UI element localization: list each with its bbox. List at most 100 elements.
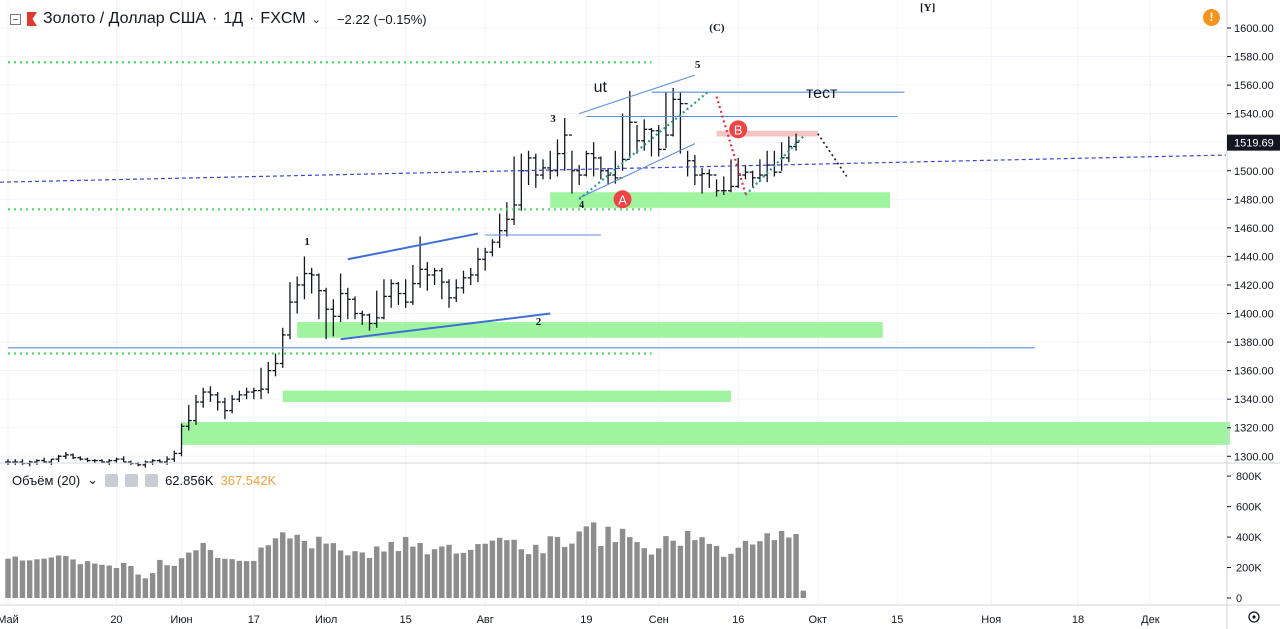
volume-bar [446, 544, 452, 598]
ohlc-bar [265, 362, 272, 394]
ohlc-bar [503, 202, 510, 237]
upper-channel-top [578, 74, 696, 115]
ohlc-bar [670, 87, 677, 137]
ohlc-bar [380, 279, 387, 320]
volume-bar [757, 541, 763, 598]
volume-bar [92, 563, 98, 598]
wave-c-label: (C) [709, 22, 725, 34]
volume-bar [178, 558, 185, 598]
price-badge-label: 1519.69 [1234, 138, 1274, 150]
volume-bar [576, 531, 582, 598]
volume-bar [735, 547, 741, 598]
ohlc-bar [229, 394, 236, 414]
gold-flag-icon [27, 12, 37, 26]
ohlc-bar [728, 159, 734, 193]
price-tick-label: 1480.00 [1234, 194, 1274, 206]
ohlc-bar [258, 367, 265, 400]
symbol-name[interactable]: Золото / Доллар США [43, 10, 207, 27]
volume-bar [157, 559, 163, 598]
ohlc-bar [511, 156, 518, 226]
point-b-label: B [734, 122, 743, 137]
ohlc-bar [590, 142, 597, 177]
volume-bar [684, 530, 691, 598]
chevron-down-icon[interactable]: ⌄ [311, 13, 321, 26]
ohlc-bar [634, 121, 641, 154]
ohlc-bar [352, 296, 359, 320]
volume-bar [533, 544, 539, 598]
volume-bar [84, 561, 91, 598]
price-tick-label: 1540.00 [1234, 109, 1274, 121]
volume-bar [26, 560, 33, 598]
ohlc-bar [185, 404, 192, 431]
ohlc-bar [315, 273, 322, 320]
ohlc-bar [626, 90, 633, 160]
ohlc-bar [597, 156, 604, 180]
volume-bar [648, 554, 655, 598]
volume-header[interactable]: Объём (20) ⌄ 62.856K 367.542K [12, 472, 276, 488]
volume-bar [48, 557, 55, 598]
warning-icon[interactable]: ! [1203, 9, 1220, 26]
volume-bar [164, 565, 170, 598]
volume-bar [99, 564, 105, 598]
price-tick-label: 1580.00 [1234, 52, 1274, 64]
volume-bar [511, 539, 517, 598]
volume-bar [142, 578, 149, 598]
volume-label[interactable]: Объём (20) [12, 472, 81, 488]
volume-bar [627, 537, 633, 598]
interval-label[interactable]: 1Д [223, 10, 244, 27]
volume-bar [193, 550, 199, 598]
time-tick-label: 19 [580, 614, 592, 626]
price-tick-label: 1400.00 [1234, 309, 1274, 321]
ohlc-bar [460, 270, 467, 294]
price-tick-label: 1460.00 [1234, 223, 1274, 235]
volume-bar [243, 561, 250, 598]
ohlc-bar [489, 239, 496, 257]
time-tick-label: 15 [891, 614, 903, 626]
ohlc-bar [221, 397, 228, 420]
time-tick-label: 18 [1072, 614, 1084, 626]
ohlc-bar [207, 386, 214, 403]
volume-bar [301, 541, 308, 598]
volume-bar [214, 557, 221, 598]
volume-bar [496, 537, 503, 598]
ohlc-bar [691, 155, 698, 186]
ohlc-bar [236, 390, 243, 403]
ohlc-bar [424, 262, 431, 291]
volume-bar [330, 543, 337, 598]
volume-bar [641, 548, 647, 598]
collapse-icon[interactable] [10, 13, 21, 25]
trend-lines [0, 61, 1227, 355]
ohlc-bar [337, 273, 344, 323]
support-zone [181, 422, 1230, 445]
volume-bar [583, 526, 590, 598]
chevron-down-icon[interactable]: ⌄ [87, 472, 99, 487]
symbol-header[interactable]: Золото / Доллар США · 1Д · FXCM ⌄ −2.22 … [10, 8, 427, 30]
wave-5-label: 5 [695, 59, 701, 71]
volume-bar [728, 553, 734, 598]
volume-bar [149, 573, 156, 598]
ohlc-bar [655, 125, 662, 157]
volume-bar [742, 540, 749, 598]
eye-icon[interactable] [105, 473, 119, 487]
ohlc-bar [77, 456, 84, 461]
time-tick-label: 17 [248, 614, 260, 626]
volume-bar [395, 551, 402, 598]
volume-bar [590, 522, 597, 598]
volume-bar [634, 542, 640, 598]
volume-bar [77, 564, 83, 598]
volume-bar [280, 532, 286, 598]
close-icon[interactable] [145, 473, 159, 487]
exchange-label[interactable]: FXCM [260, 10, 306, 27]
volume-bar [605, 526, 611, 598]
volume-bar [598, 546, 604, 598]
volume-bar [113, 567, 120, 598]
settings-icon[interactable] [125, 473, 139, 487]
volume-bar [135, 574, 141, 598]
volume-bar [171, 565, 177, 598]
point-a-marker [613, 190, 632, 209]
volume-bar [554, 536, 561, 598]
ohlc-bar [323, 287, 330, 340]
ohlc-bar [200, 387, 207, 408]
time-tick-label: Окт [808, 614, 827, 626]
